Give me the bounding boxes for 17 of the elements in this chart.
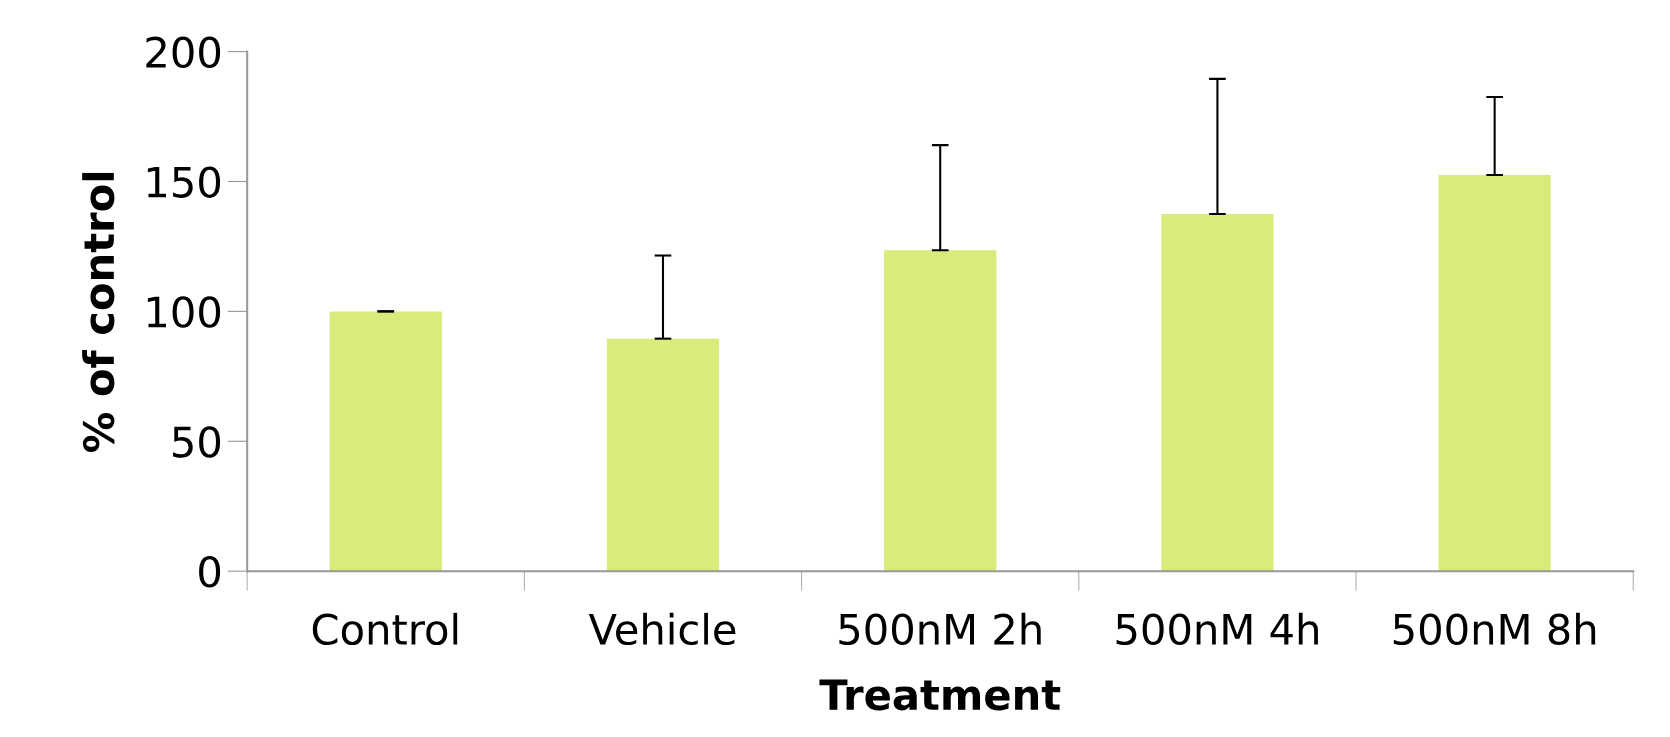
x-tick-label: Control [312,612,458,646]
y-tick-label: 100 [147,296,221,328]
y-tick-label: 50 [173,426,221,458]
y-tick-label: 0 [199,556,221,588]
bar [329,311,442,572]
bar [606,338,720,572]
x-tick-label: 500nM 8h [1393,612,1596,646]
x-tick-label: Vehicle [588,612,736,646]
y-tick-label: 150 [147,166,221,198]
y-axis-title: % of control [82,172,115,452]
bar [1161,213,1274,572]
bar [1438,174,1551,572]
x-axis-title: Treatment [819,679,1061,711]
x-tick-label: 500nM 2h [839,612,1041,646]
y-tick-label: 200 [146,36,221,69]
x-tick-label: 500nM 4h [1116,612,1318,646]
bar [884,250,997,572]
